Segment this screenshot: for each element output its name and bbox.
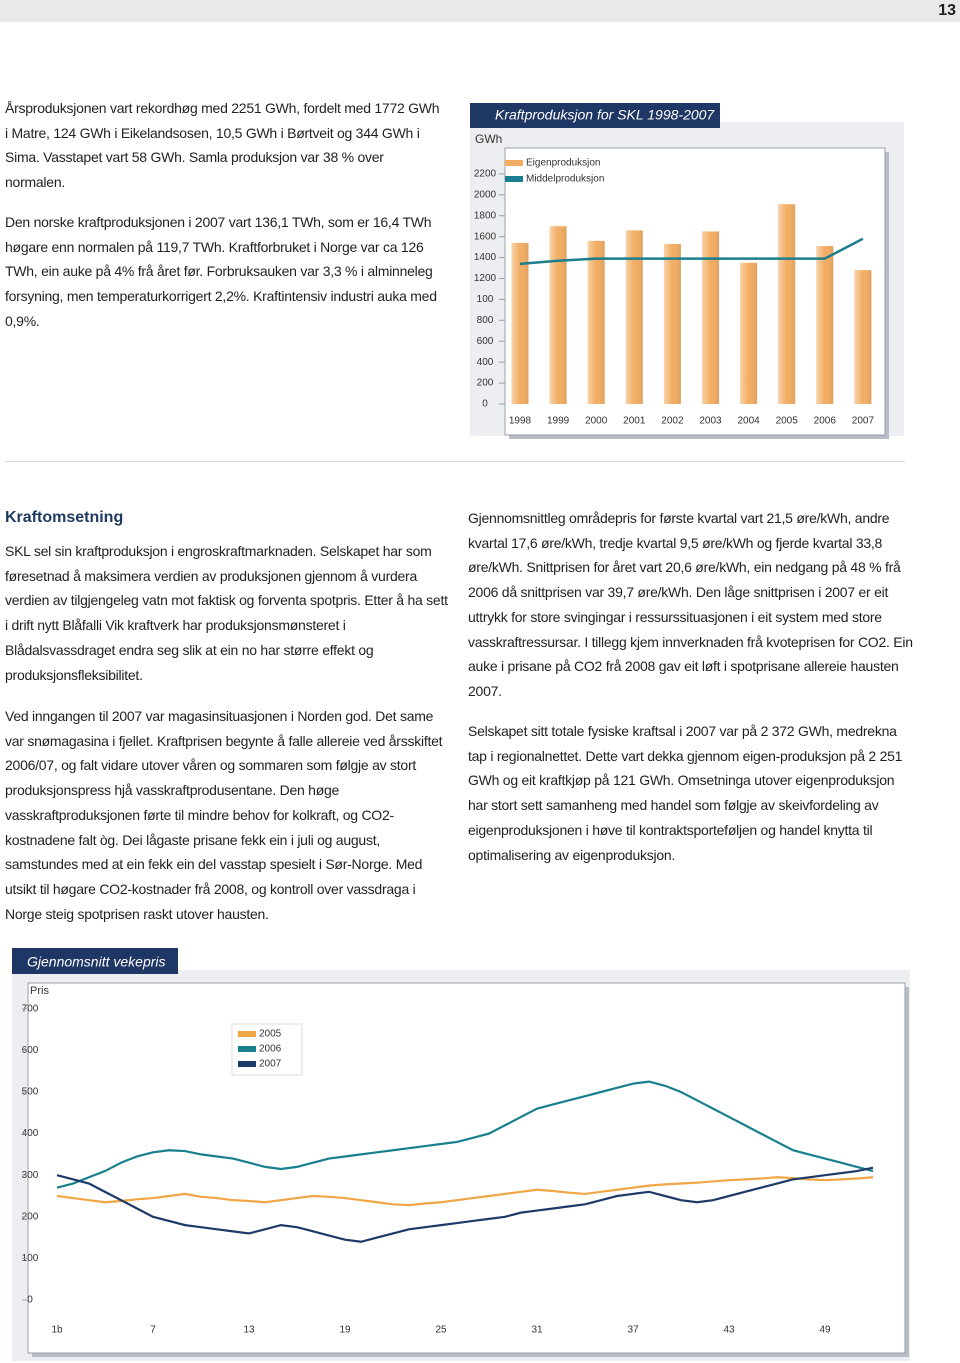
legend-label: 2006 — [259, 1044, 282, 1055]
y-tick-label: 100 — [477, 294, 494, 305]
legend-label: 2005 — [259, 1029, 282, 1040]
bar-shine — [663, 243, 681, 404]
x-tick-label: 2004 — [737, 416, 760, 427]
y-tick-label: 400 — [22, 1128, 39, 1139]
x-tick-label: 1b — [51, 1325, 63, 1336]
divider — [5, 461, 905, 462]
x-tick-label: 7 — [150, 1325, 156, 1336]
y-tick-label: 200 — [477, 378, 494, 389]
bar-shine — [587, 240, 605, 404]
paragraph: Selskapet sitt totale fysiske kraftsal i… — [468, 723, 903, 863]
bar-shine — [740, 262, 758, 404]
x-tick-label: 1999 — [547, 416, 570, 427]
x-tick-label: 2001 — [623, 416, 646, 427]
y-tick-label: 1400 — [474, 252, 497, 263]
y-tick-label: 0 — [482, 399, 488, 410]
line — [56, 1176, 874, 1207]
y-tick-label: 500 — [22, 1087, 39, 1098]
paragraph: Den norske kraftproduksjonen i 2007 vart… — [5, 214, 437, 329]
line — [56, 1080, 874, 1189]
x-tick-label: 2007 — [852, 416, 875, 427]
y-axis-label: Pris — [30, 985, 49, 997]
y-tick-label: 600 — [22, 1045, 39, 1056]
legend-swatch — [505, 160, 523, 166]
x-tick-label: 19 — [339, 1325, 351, 1336]
legend-swatch — [238, 1031, 256, 1037]
y-tick-label: 0 — [27, 1295, 33, 1306]
y-tick-label: 400 — [477, 357, 494, 368]
paragraph: Gjennomsnittleg områdepris for første kv… — [468, 510, 913, 699]
legend-label: Eigenproduksjon — [526, 158, 601, 169]
x-tick-label: 43 — [723, 1325, 735, 1336]
y-tick-label: 1200 — [474, 273, 497, 284]
x-tick-label: 1998 — [509, 416, 532, 427]
bar-shine — [778, 204, 796, 404]
y-tick-label: 300 — [22, 1170, 39, 1181]
paragraph: Ved inngangen til 2007 var magasinsituas… — [5, 708, 443, 922]
x-tick-label: 25 — [435, 1325, 447, 1336]
y-tick-label: 800 — [477, 315, 494, 326]
y-tick-label: 2000 — [474, 189, 497, 200]
y-tick-label: 200 — [22, 1211, 39, 1222]
y-tick-label: 1800 — [474, 210, 497, 221]
x-tick-label: 2000 — [585, 416, 608, 427]
y-axis-label: GWh — [475, 132, 502, 146]
production-chart: Kraftproduksjon for SKL 1998-2007 GWh 0 2… — [470, 103, 904, 439]
bar-shine — [625, 230, 643, 404]
plot-box — [27, 982, 906, 1354]
line — [519, 237, 864, 266]
chart-title: Gjennomsnitt vekepris — [27, 954, 166, 970]
bar-shine — [854, 270, 872, 404]
bar-shine — [549, 226, 567, 404]
paragraph: Årsproduksjonen vart rekordhøg med 2251 … — [5, 100, 440, 191]
x-tick-label: 31 — [531, 1325, 543, 1336]
bar-shine — [702, 231, 719, 404]
legend-label: 2007 — [259, 1059, 282, 1070]
x-tick-label: 13 — [243, 1325, 255, 1336]
bar-shine — [816, 246, 834, 404]
legend-swatch — [505, 176, 523, 182]
x-tick-label: 37 — [627, 1325, 639, 1336]
x-tick-label: 49 — [819, 1325, 831, 1336]
y-tick-label: 2200 — [474, 169, 497, 180]
line — [56, 1166, 874, 1243]
section-heading: Kraftomsetning — [5, 509, 124, 526]
header-bar — [0, 0, 960, 22]
bar-shine — [511, 242, 529, 404]
x-tick-label: 2002 — [661, 416, 684, 427]
legend-label: Middelproduksjon — [526, 174, 604, 185]
y-tick-label: 1600 — [474, 231, 497, 242]
x-tick-label: 2005 — [776, 416, 799, 427]
y-tick-label: 700 — [22, 1003, 39, 1014]
x-tick-label: 2003 — [699, 416, 722, 427]
y-tick-label: 100 — [22, 1253, 39, 1264]
legend-swatch — [238, 1046, 256, 1052]
legend-swatch — [238, 1061, 256, 1067]
chart-title: Kraftproduksjon for SKL 1998-2007 — [495, 107, 715, 123]
title-tab — [12, 948, 178, 974]
x-tick-label: 2006 — [814, 416, 837, 427]
paragraph: SKL sel sin kraftproduksjon i engroskraf… — [5, 543, 448, 683]
price-chart: Gjennomsnitt vekepris Pris 0 100 200 300 400… — [12, 948, 910, 1361]
page-number: 13 — [938, 2, 956, 19]
y-tick-label: 600 — [477, 336, 494, 347]
title-tab — [470, 103, 720, 128]
